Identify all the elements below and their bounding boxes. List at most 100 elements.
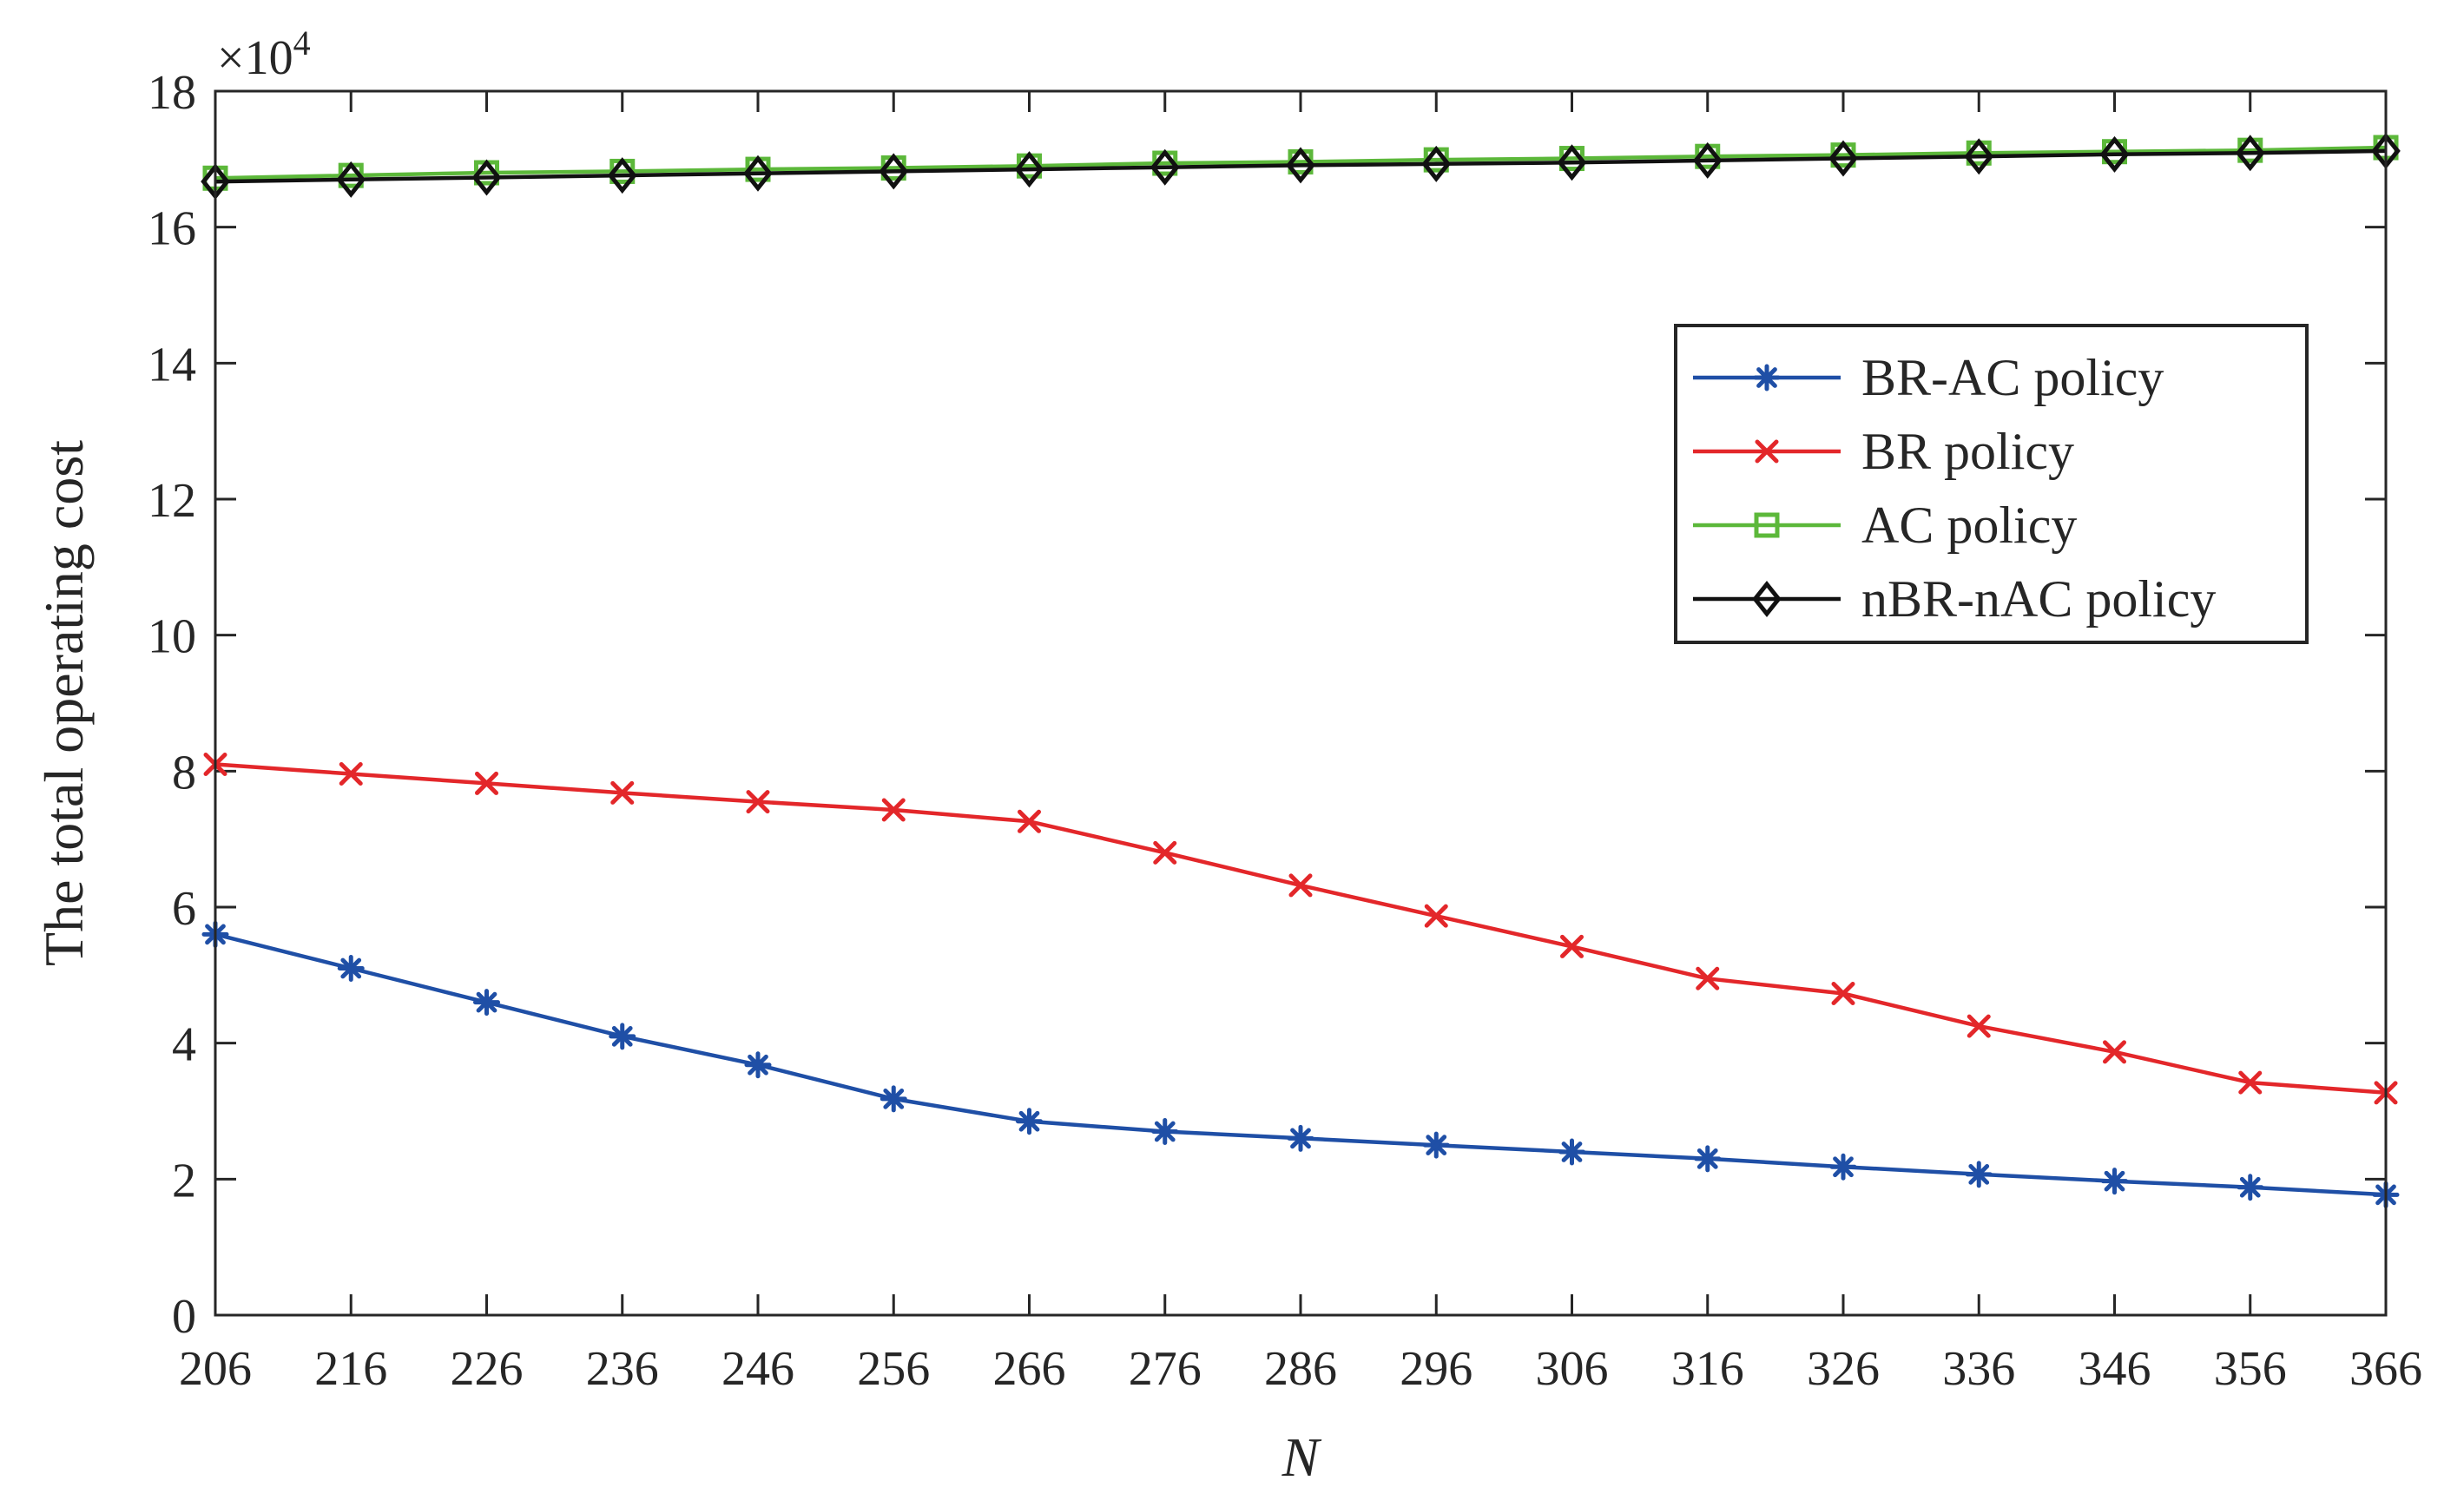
x-tick-label: 276 [1129, 1342, 1202, 1396]
y-tick-label: 2 [172, 1154, 196, 1207]
x-stroke [2103, 1040, 2126, 1064]
y-multiplier-base: ×10 [217, 31, 293, 85]
data-point [1694, 1145, 1722, 1173]
data-point [1964, 138, 1994, 175]
data-point [1829, 1153, 1857, 1181]
series-asterisk [201, 920, 2400, 1208]
x-stroke [610, 780, 635, 805]
asterisk-stroke [476, 991, 497, 1013]
legend-marker [1755, 439, 1779, 464]
asterisk-stroke [883, 1089, 905, 1109]
x-tick-label: 286 [1264, 1342, 1337, 1396]
data-point [471, 159, 502, 196]
legend-label: BR-AC policy [1861, 349, 2164, 406]
x-stroke [1755, 439, 1779, 464]
y-tick-label: 16 [148, 202, 196, 256]
data-point [475, 771, 498, 795]
series-line [214, 148, 2387, 184]
x-stroke [1424, 904, 1448, 928]
data-point [1696, 966, 1720, 990]
y-axis-label: The total operating cost [33, 440, 95, 966]
asterisk-stroke [2104, 1170, 2125, 1192]
asterisk-stroke [1426, 1135, 1447, 1156]
x-tick-label: 256 [857, 1342, 930, 1396]
asterisk-stroke [1018, 1110, 1040, 1132]
y-tick-labels: 0 2 4 6 8 10 12 14 16 18 [148, 66, 196, 1344]
data-point [2099, 135, 2130, 173]
data-point [881, 798, 906, 822]
legend-label: nBR-nAC policy [1861, 570, 2216, 628]
data-point [473, 989, 500, 1017]
legend-label: BR policy [1861, 423, 2074, 480]
x-tick-labels: 206 216 226 236 246 256 266 276 286 296 306 316 326 3… [179, 1342, 2422, 1396]
asterisk-stroke [340, 957, 362, 979]
y-tick-label: 0 [172, 1290, 196, 1344]
legend-marker [1753, 364, 1781, 391]
data-point [2237, 1174, 2264, 1201]
x-stroke [1153, 840, 1177, 865]
data-point [1421, 145, 1452, 182]
asterisk-stroke [1154, 1121, 1176, 1142]
data-point [1286, 147, 1315, 184]
x-stroke [1967, 1014, 1991, 1038]
series-line [214, 145, 2387, 181]
data-point [2235, 135, 2265, 172]
asterisk-stroke [1696, 1148, 1718, 1169]
data-point [1831, 981, 1855, 1005]
data-point [610, 780, 635, 805]
data-point [607, 157, 637, 194]
y-multiplier-exponent: 4 [293, 23, 311, 63]
data-point [1560, 934, 1584, 958]
legend: BR-AC policy BR policy AC policy nBR-nAC po… [1674, 324, 2309, 644]
x-stroke [1018, 809, 1041, 833]
x-tick-label: 366 [2349, 1342, 2422, 1396]
asterisk-stroke [1756, 367, 1777, 388]
asterisk-stroke [1290, 1128, 1311, 1149]
x-tick-label: 316 [1671, 1342, 1744, 1396]
x-tick-label: 236 [586, 1342, 659, 1396]
data-point [339, 761, 363, 786]
data-point [743, 155, 773, 192]
x-tick-label: 206 [179, 1342, 252, 1396]
data-point [880, 1085, 907, 1113]
asterisk-stroke [1968, 1163, 1990, 1185]
x-stroke [1831, 981, 1855, 1005]
y-tick-label: 12 [148, 474, 196, 528]
data-point [337, 955, 365, 982]
data-point [1016, 1108, 1043, 1135]
x-tick-label: 326 [1807, 1342, 1880, 1396]
asterisk-stroke [1561, 1142, 1583, 1162]
x-stroke [1288, 873, 1313, 898]
y-tick-label: 4 [172, 1018, 196, 1072]
series-diamond [201, 132, 2401, 201]
data-point [1424, 904, 1448, 928]
x-tick-label: 216 [314, 1342, 387, 1396]
x-stroke [746, 790, 770, 814]
data-point [1967, 1014, 1991, 1038]
data-point [744, 1051, 772, 1079]
legend-label: AC policy [1861, 497, 2077, 554]
x-tick-label: 346 [2079, 1342, 2151, 1396]
asterisk-stroke [2239, 1176, 2261, 1198]
plot-area [215, 91, 2386, 1315]
data-point [609, 1023, 636, 1050]
y-tick-label: 8 [172, 746, 196, 799]
y-multiplier: ×104 [217, 23, 311, 86]
x-stroke [1560, 934, 1584, 958]
x-stroke [881, 798, 906, 822]
y-tick-label: 6 [172, 882, 196, 936]
y-tick-label: 14 [148, 338, 196, 391]
data-point [1965, 1161, 1993, 1188]
x-stroke [339, 761, 363, 786]
data-point [1288, 873, 1313, 898]
data-point [1692, 141, 1723, 179]
y-tick-label: 10 [148, 610, 196, 664]
x-tick-label: 266 [993, 1342, 1066, 1396]
x-tick-label: 306 [1536, 1342, 1609, 1396]
x-tick-label: 356 [2214, 1342, 2287, 1396]
data-point [1828, 140, 1858, 177]
data-point [1557, 144, 1587, 181]
x-tick-label: 296 [1400, 1342, 1472, 1396]
data-point [1153, 840, 1177, 865]
